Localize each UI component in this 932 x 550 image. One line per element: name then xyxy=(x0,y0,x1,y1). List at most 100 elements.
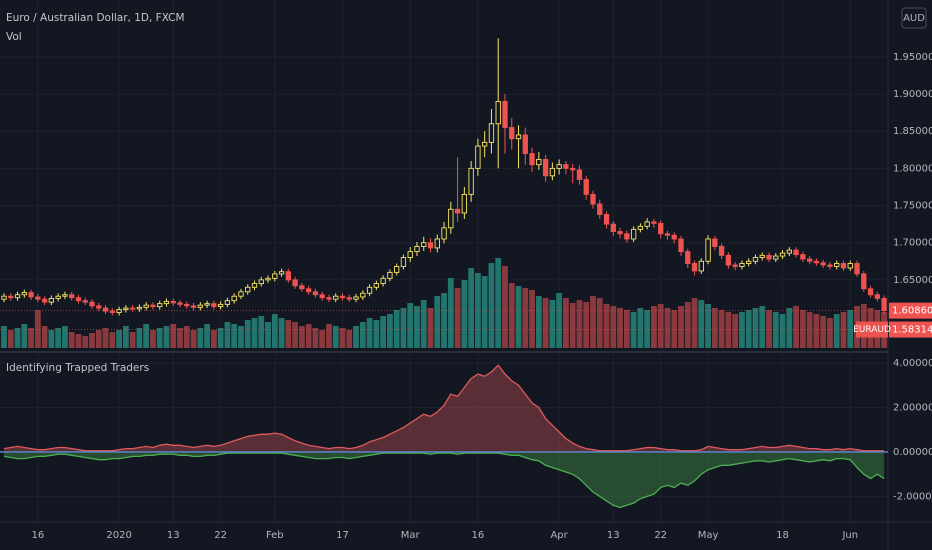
volume-bar xyxy=(407,303,414,348)
candle-body-up xyxy=(116,309,122,314)
price-tag xyxy=(889,321,932,338)
candle-body-up xyxy=(265,277,271,281)
volume-bar xyxy=(644,310,651,348)
candle-body-up xyxy=(353,296,359,300)
volume-bar xyxy=(813,314,820,348)
candle-body-down xyxy=(583,179,589,195)
candle-body-up xyxy=(421,242,427,247)
candle-body-up xyxy=(400,257,407,267)
volume-bar xyxy=(197,328,204,348)
labels: 1.65000 1.70000 1.75000 1.80000 1.85000 1.900… xyxy=(31,52,932,541)
candle-body-down xyxy=(184,303,190,307)
candle-body-up xyxy=(536,159,542,166)
candle-body-up xyxy=(482,141,488,147)
candle-body-down xyxy=(820,262,826,266)
volume-bar xyxy=(617,308,623,348)
volume-legend: Vol xyxy=(6,31,22,43)
volume-bar xyxy=(522,288,529,348)
volume-bar xyxy=(285,320,292,348)
candle-body-down xyxy=(339,295,346,299)
time-tick-label: 22 xyxy=(214,530,227,541)
volume-bar xyxy=(793,306,799,348)
candle-body-down xyxy=(190,305,197,308)
candle-body-down xyxy=(326,297,332,300)
candle-body-down xyxy=(624,233,630,240)
candle-body-down xyxy=(285,271,291,281)
volume-bar xyxy=(745,310,752,348)
candle-body-up xyxy=(407,251,413,259)
candle-body-up xyxy=(55,295,61,299)
volume-bar xyxy=(102,328,109,348)
candle-body-up xyxy=(549,167,556,177)
volume-bar xyxy=(833,314,840,348)
candle-body-down xyxy=(840,263,847,269)
volume-bar xyxy=(563,298,569,348)
candle-body-up xyxy=(21,292,27,296)
volume-bar xyxy=(549,300,556,348)
candle-body-up xyxy=(414,245,420,253)
volume-bar xyxy=(461,280,468,348)
candle-body-up xyxy=(333,295,339,300)
candle-body-up xyxy=(475,145,481,169)
volume-bar xyxy=(434,296,441,348)
volume-bar xyxy=(529,290,535,348)
candle-body-up xyxy=(698,260,704,272)
candle-body-up xyxy=(272,273,278,279)
volume-bar xyxy=(664,308,671,348)
candle-body-up xyxy=(197,304,203,308)
volume-bar xyxy=(319,330,326,348)
symbol-title: Euro / Australian Dollar, 1D, FXCM xyxy=(6,12,185,24)
candle-body-down xyxy=(813,260,820,264)
volume-bar xyxy=(68,332,75,348)
price-tick-label: 1.80000 xyxy=(893,163,932,174)
volume-bar xyxy=(305,324,312,348)
candle-body-up xyxy=(779,252,786,257)
volume-bar xyxy=(711,308,718,348)
candle-body-down xyxy=(718,245,725,256)
time-tick-label: Feb xyxy=(266,530,284,541)
volume-bar xyxy=(637,308,644,348)
volume-bar xyxy=(495,258,502,348)
volume-bar xyxy=(400,308,407,348)
volume-bar xyxy=(454,288,461,348)
candle-body-down xyxy=(610,223,616,233)
candle-body-down xyxy=(427,242,434,249)
candle-body-down xyxy=(299,285,305,290)
indicator-line xyxy=(3,452,885,509)
volume-bar xyxy=(89,333,95,348)
candle-body-down xyxy=(8,295,14,299)
candle-body-up xyxy=(441,227,447,240)
candle-body-down xyxy=(874,294,880,299)
volume-bar xyxy=(657,304,664,348)
time-tick-label: 17 xyxy=(336,530,349,541)
candle-body-up xyxy=(786,249,792,254)
candle-body-up xyxy=(468,167,474,195)
candle-body-up xyxy=(394,266,400,273)
currency-button[interactable] xyxy=(901,7,927,29)
time-tick-label: 13 xyxy=(607,530,620,541)
indicator-title: Identifying Trapped Traders xyxy=(6,362,149,374)
candle-body-up xyxy=(834,263,840,267)
candle-body-down xyxy=(617,231,623,235)
indicator-tick-label: 2.00000 xyxy=(893,402,932,413)
candle-body-up xyxy=(278,271,285,275)
currency-label[interactable]: AUD xyxy=(903,13,925,24)
candle-body-down xyxy=(793,249,799,256)
volume-bar xyxy=(603,304,610,348)
volume-bar xyxy=(623,310,630,348)
volume-bar xyxy=(772,312,779,348)
candle-body-down xyxy=(292,279,298,287)
candle-body-up xyxy=(217,303,224,308)
volume-bar xyxy=(481,276,488,348)
time-tick-label: 2020 xyxy=(106,530,131,541)
candle-body-down xyxy=(854,263,860,275)
indicator-tick-label: -2.00000 xyxy=(893,491,932,502)
volume-bar xyxy=(298,326,305,348)
volume-bar xyxy=(386,314,393,348)
candle-body-down xyxy=(827,264,833,267)
time-tick-label: May xyxy=(698,530,719,541)
volume-bar xyxy=(265,322,271,348)
candle-body-down xyxy=(861,273,867,290)
volume-bar xyxy=(41,326,48,348)
candle-body-up xyxy=(630,228,637,240)
